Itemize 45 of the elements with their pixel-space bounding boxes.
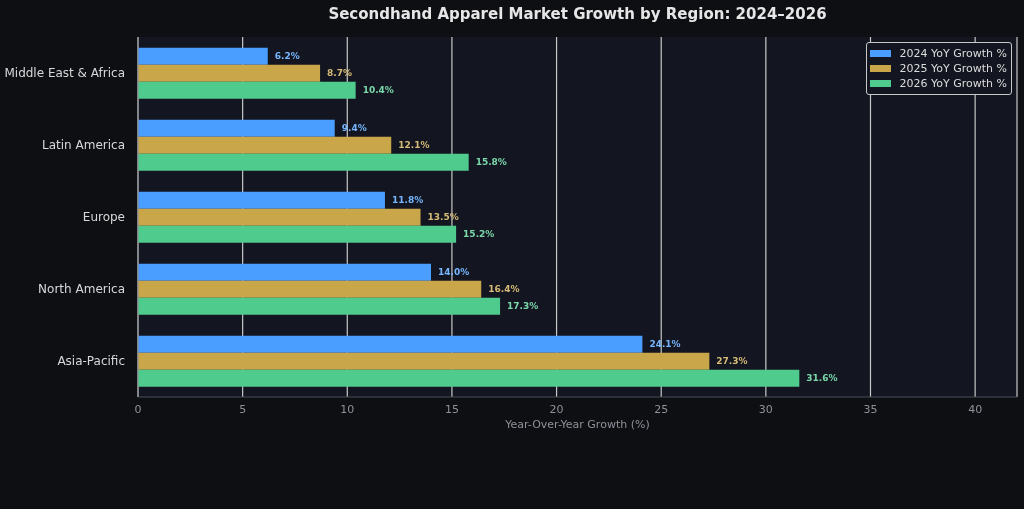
legend-label: 2026 YoY Growth %	[899, 77, 1007, 90]
data-label: 31.6%	[806, 373, 838, 384]
y-tick-label: Middle East & Africa	[4, 66, 125, 80]
chart-title: Secondhand Apparel Market Growth by Region: 2024–2026	[327, 5, 828, 23]
x-tick-label: 10	[340, 402, 355, 416]
x-tick-label: 0	[134, 402, 142, 416]
bar	[138, 208, 421, 226]
bar	[138, 64, 321, 82]
data-label: 10.4%	[362, 85, 394, 96]
x-tick-label: 5	[239, 402, 247, 416]
x-tick-label: 20	[549, 402, 564, 416]
bar	[138, 136, 392, 154]
data-label: 11.8%	[391, 195, 424, 206]
data-label: 16.4%	[488, 284, 520, 295]
bar	[138, 191, 385, 209]
bar	[138, 47, 268, 65]
y-tick-label: Asia-Pacific	[57, 354, 125, 368]
data-label: 6.2%	[274, 51, 300, 62]
bar	[138, 352, 710, 370]
data-label: 15.2%	[463, 229, 495, 240]
x-tick-label: 40	[968, 402, 983, 416]
x-tick-label: 15	[444, 402, 459, 416]
data-label: 12.1%	[398, 140, 430, 151]
data-label: 14.0%	[438, 267, 470, 278]
bar	[138, 280, 482, 298]
bar	[138, 225, 457, 243]
data-label: 17.3%	[507, 301, 539, 312]
x-tick-label: 30	[758, 402, 773, 416]
x-axis-title: Year-Over-Year Growth (%)	[504, 418, 650, 431]
x-tick-label: 35	[863, 402, 878, 416]
bar	[138, 153, 469, 171]
bar	[138, 263, 431, 281]
y-tick-label: Latin America	[42, 138, 125, 152]
bar	[138, 119, 335, 137]
data-label: 27.3%	[716, 356, 748, 367]
bar	[138, 335, 643, 353]
bar	[138, 81, 356, 99]
data-label: 15.8%	[475, 157, 507, 168]
bar	[138, 297, 501, 315]
x-tick-label: 25	[654, 402, 669, 416]
bar	[138, 369, 800, 387]
y-tick-label: North America	[38, 282, 125, 296]
y-tick-label: Europe	[82, 210, 125, 224]
legend-label: 2025 YoY Growth %	[899, 62, 1007, 75]
legend-label: 2024 YoY Growth %	[899, 47, 1007, 60]
